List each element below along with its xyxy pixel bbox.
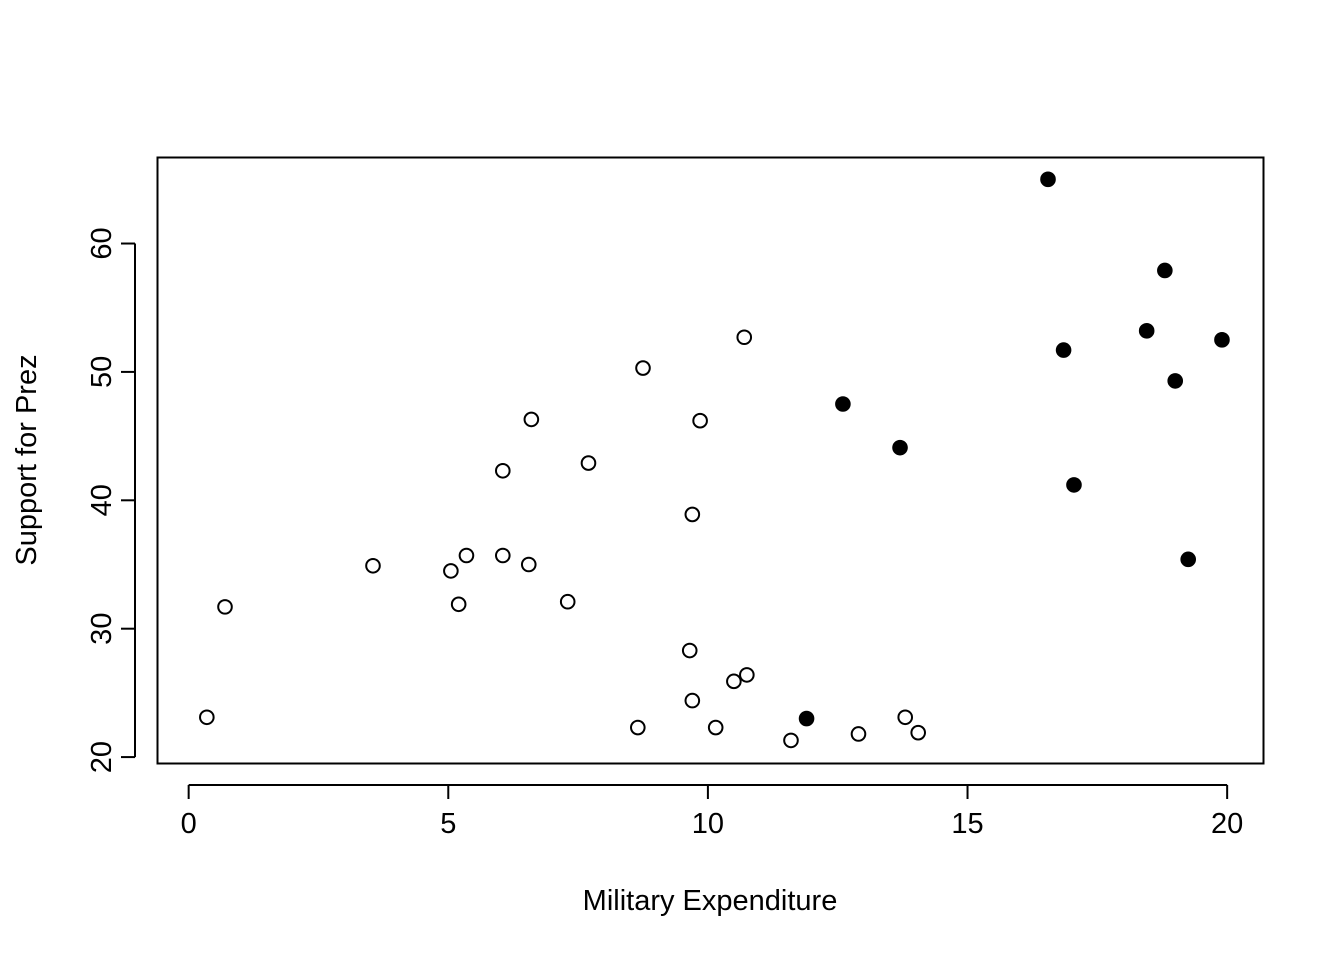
- y-tick-label: 30: [86, 613, 118, 645]
- filled-data-point: [1040, 171, 1056, 188]
- open-data-point: [736, 329, 753, 346]
- y-tick-label: 40: [86, 484, 118, 516]
- open-data-point: [495, 462, 511, 479]
- open-data-point: [635, 360, 651, 376]
- open-data-point: [692, 412, 708, 429]
- filled-data-point: [798, 710, 815, 727]
- x-tick-label: 0: [181, 808, 197, 840]
- open-data-point: [739, 667, 755, 683]
- open-data-point: [523, 411, 540, 428]
- filled-data-point: [1157, 262, 1173, 279]
- filled-data-point: [1055, 342, 1072, 358]
- data-points: [199, 171, 1230, 749]
- x-axis: 0 5 10 15 20: [181, 784, 1243, 840]
- open-data-point: [783, 732, 799, 749]
- open-data-point: [726, 673, 742, 690]
- x-tick-label: 15: [951, 808, 983, 840]
- y-axis: 20 30 40 50 60: [86, 227, 136, 773]
- open-data-point: [450, 596, 467, 613]
- open-data-point: [443, 563, 459, 579]
- x-tick-label: 5: [440, 808, 456, 840]
- open-data-point: [458, 547, 475, 564]
- filled-data-point: [1167, 373, 1184, 389]
- open-data-point: [520, 556, 537, 573]
- y-axis-label: Support for Prez: [11, 354, 43, 565]
- open-data-point: [684, 506, 701, 523]
- filled-data-point: [1180, 551, 1197, 568]
- y-tick-label: 50: [86, 356, 118, 388]
- open-data-point: [707, 719, 724, 736]
- open-data-point: [580, 455, 597, 471]
- open-data-point: [850, 726, 867, 742]
- filled-data-point: [1066, 477, 1082, 493]
- open-data-point: [495, 547, 511, 564]
- filled-data-point: [1138, 323, 1155, 339]
- y-tick-label: 60: [86, 227, 118, 259]
- open-data-point: [910, 724, 926, 741]
- filled-data-point: [835, 396, 851, 412]
- plot-frame: [156, 156, 1265, 765]
- x-tick-label: 20: [1211, 808, 1243, 840]
- open-data-point: [681, 642, 698, 659]
- filled-data-point: [892, 439, 908, 456]
- open-data-point: [630, 719, 646, 736]
- open-data-point: [897, 709, 914, 726]
- x-axis-label: Military Expenditure: [583, 885, 838, 917]
- open-data-point: [559, 593, 576, 610]
- y-tick-label: 20: [86, 741, 118, 773]
- filled-data-point: [1214, 332, 1230, 348]
- open-data-point: [217, 599, 233, 615]
- open-data-point: [684, 692, 701, 709]
- open-data-point: [199, 709, 215, 726]
- open-data-point: [365, 557, 381, 574]
- x-tick-label: 10: [692, 808, 724, 840]
